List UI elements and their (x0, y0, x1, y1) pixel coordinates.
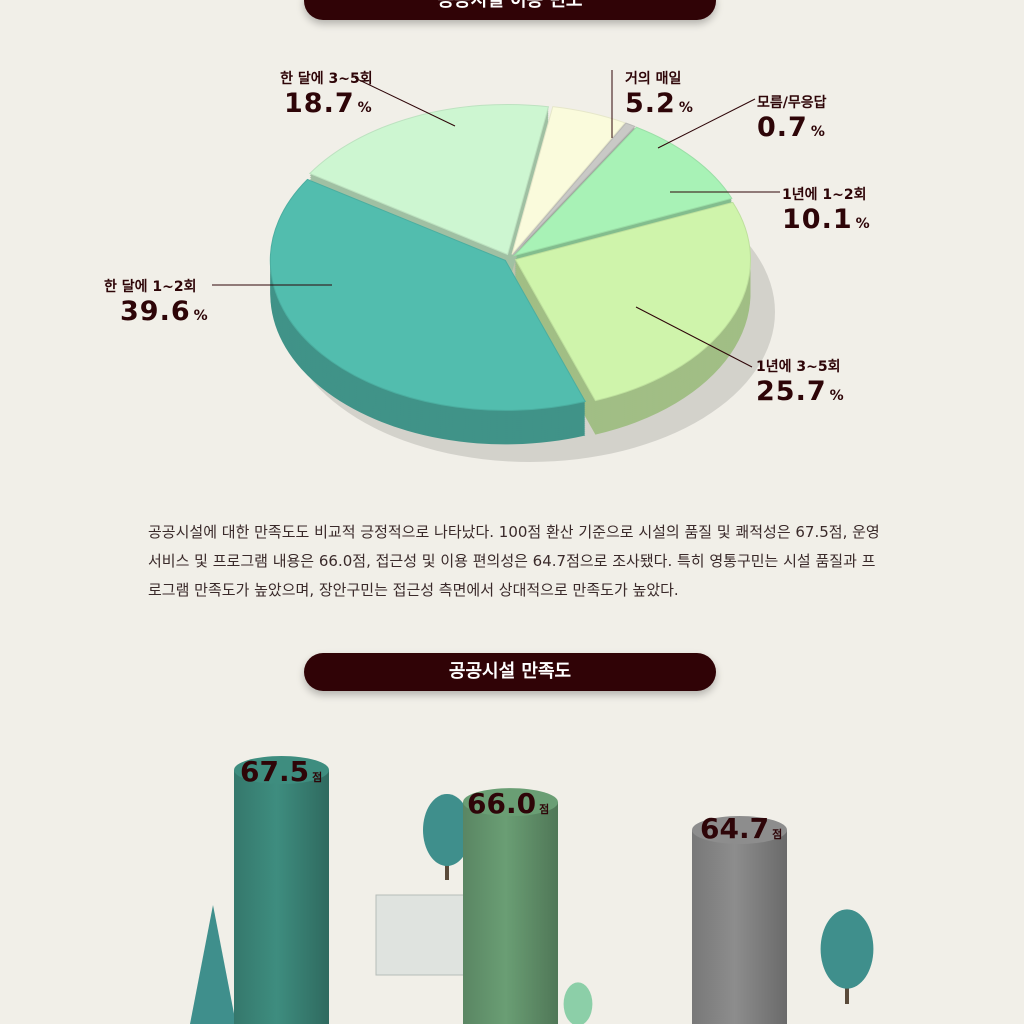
pie-slice-1 (512, 122, 636, 256)
tree-icon (423, 794, 471, 866)
bar-2 (692, 816, 787, 1024)
bar-body-1 (463, 802, 558, 1024)
label-yearly-3-5: 1년에 3~5회 25.7% (756, 359, 845, 407)
bar-body-0 (234, 770, 329, 1024)
bar-0 (234, 756, 329, 1024)
description-paragraph: 공공시설에 대한 만족도도 비교적 긍정적으로 나타났다. 100점 환산 기준… (148, 523, 880, 599)
label-yearly-1-2: 1년에 1~2회 10.1% (782, 187, 871, 235)
bar-body-2 (692, 830, 787, 1024)
leader-line-2 (657, 98, 756, 149)
label-monthly-3-5: 한 달에 3~5회 18.7% (280, 71, 373, 119)
bar-value-label-2: 64.7 점 (700, 812, 783, 845)
bar-1 (463, 788, 558, 1024)
leader-line-4 (635, 306, 753, 368)
pie-chart (212, 70, 780, 462)
pine-tree-icon (190, 905, 236, 1024)
pie-title: 공공시설 이용 빈도 (304, 0, 716, 20)
pie-slice-2 (512, 126, 733, 257)
pie-slice-0 (511, 106, 626, 255)
building-icon (375, 894, 469, 976)
bar-value-label-0: 67.5 점 (240, 755, 323, 788)
bar-cap-0 (234, 756, 329, 784)
bar-value-label-1: 66.0 점 (467, 787, 550, 820)
bar-cap-1 (463, 788, 558, 817)
bar-title: 공공시설 만족도 (304, 653, 716, 691)
leader-line-0 (354, 77, 456, 127)
tree-icon (563, 982, 593, 1024)
label-monthly-1-2: 한 달에 1~2회 39.6% (104, 279, 209, 327)
pie-slice-3 (514, 201, 751, 402)
label-no-answer: 모름/무응답 0.7% (757, 95, 827, 143)
label-daily: 거의 매일 5.2% (625, 71, 694, 119)
pie-slice-5 (308, 103, 550, 256)
pie-slice-4 (269, 178, 586, 411)
tree-icon (820, 909, 874, 989)
bar-cap-2 (692, 816, 787, 844)
